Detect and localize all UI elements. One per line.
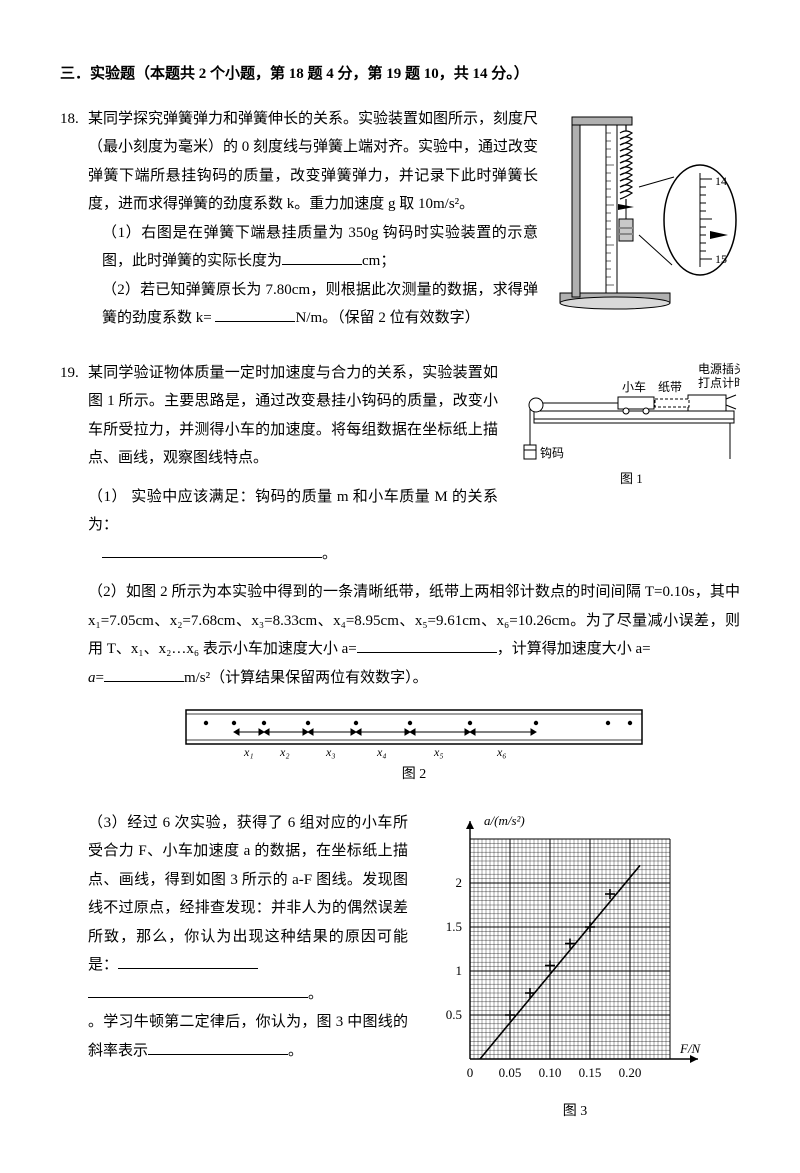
q19-stem: 某同学验证物体质量一定时加速度与合力的关系，实验装置如图 1 所示。主要思路是，… (88, 359, 498, 473)
q19-p2-blank1[interactable] (357, 637, 497, 653)
svg-text:0.20: 0.20 (619, 1065, 642, 1080)
q19-figure2: x₁ x₂ x₃ x₄ x₅ x₆ 图 2 (88, 702, 740, 789)
svg-text:0.5: 0.5 (446, 1007, 462, 1022)
q19-p3-blank1[interactable] (118, 953, 258, 969)
q18-p1-unit: cm； (362, 253, 395, 269)
svg-text:2: 2 (456, 875, 463, 890)
svg-text:1.5: 1.5 (446, 919, 462, 934)
svg-text:钩码: 钩码 (540, 446, 564, 460)
svg-text:电源插头: 电源插头 (698, 362, 740, 376)
q19-p2-unit: m/s²（计算结果保留两位有效数字）。 (184, 670, 428, 686)
svg-text:x₁: x₁ (243, 745, 254, 759)
q18-stem: 某同学探究弹簧弹力和弹簧伸长的关系。实验装置如图所示，刻度尺（最小刻度为毫米）的… (88, 105, 538, 219)
fig3-caption: 图 3 (420, 1099, 730, 1126)
q19-p1-text: （1） 实验中应该满足：钩码的质量 m 和小车质量 M 的关系为： (88, 489, 498, 534)
q19-p2-blank2[interactable] (104, 666, 184, 682)
svg-text:小车: 小车 (622, 379, 646, 394)
q18-p2-blank[interactable] (215, 306, 295, 322)
svg-text:x₆: x₆ (496, 745, 507, 759)
svg-text:打点计时: 打点计时 (698, 376, 740, 390)
question-18: 18. 某同学探究弹簧弹力和弹簧伸长的关系。实验装置如图所示，刻度尺（最小刻度为… (60, 105, 740, 333)
q19-p3-tail2: 。 (288, 1043, 303, 1059)
svg-text:x₄: x₄ (376, 745, 387, 759)
svg-text:0.15: 0.15 (579, 1065, 602, 1080)
q19-p1-blank[interactable] (102, 542, 322, 558)
q19-p2b: ，计算得加速度大小 a= (497, 641, 651, 657)
svg-text:纸带: 纸带 (658, 380, 682, 394)
svg-text:1: 1 (456, 963, 463, 978)
fig2-caption: 图 2 (402, 762, 427, 789)
ruler-14: 14 (715, 174, 727, 188)
q19-p2: （2）如图 2 所示为本实验中得到的一条清晰纸带，纸带上两相邻计数点的时间间隔 … (88, 578, 740, 692)
q19-p1: （1） 实验中应该满足：钩码的质量 m 和小车质量 M 的关系为： (88, 483, 498, 540)
q18-p2: （2）若已知弹簧原长为 7.80cm，则根据此次测量的数据，求得弹簧的劲度系数 … (88, 276, 538, 333)
svg-text:x₃: x₃ (325, 745, 336, 759)
q19-p3-blank2[interactable] (148, 1039, 288, 1055)
q19-number: 19. (60, 359, 88, 1126)
q19-figure3: 0.5 1 1.5 2 0 0.05 0.10 0.15 0.20 a/(m/s²) F/N 图 3 (420, 809, 730, 1126)
q19-p3: （3）经过 6 次实验，获得了 6 组对应的小车所受合力 F、小车加速度 a 的… (88, 809, 408, 980)
svg-text:x₅: x₅ (433, 745, 444, 759)
q18-p2-unit: N/m。（保留 2 位有效数字） (295, 310, 479, 326)
svg-text:图 1: 图 1 (620, 471, 643, 486)
svg-text:x₂: x₂ (279, 745, 290, 759)
q18-p1-blank[interactable] (282, 249, 362, 265)
q19-figure1: 小车 纸带 电源插头 打点计时 钩码 图 1 (510, 359, 740, 489)
ruler-15: 15 (715, 252, 727, 266)
question-19: 19. 某同学验证物体质量一定时加速度与合力的关系，实验装置如图 1 所示。主要… (60, 359, 740, 1126)
q18-figure: 14 15 (550, 105, 740, 315)
q19-p3-blank1b[interactable] (88, 982, 308, 998)
svg-text:F/N: F/N (679, 1041, 702, 1056)
svg-text:0.05: 0.05 (499, 1065, 522, 1080)
svg-text:0.10: 0.10 (539, 1065, 562, 1080)
q18-number: 18. (60, 105, 88, 333)
q18-p1: （1）右图是在弹簧下端悬挂质量为 350g 钩码时实验装置的示意图，此时弹簧的实… (88, 219, 538, 276)
svg-text:0: 0 (467, 1065, 474, 1080)
section-title: 三．实验题（本题共 2 个小题，第 18 题 4 分，第 19 题 10，共 1… (60, 60, 740, 89)
q19-p3-text: （3）经过 6 次实验，获得了 6 组对应的小车所受合力 F、小车加速度 a 的… (88, 815, 408, 974)
svg-text:a/(m/s²): a/(m/s²) (484, 813, 525, 828)
